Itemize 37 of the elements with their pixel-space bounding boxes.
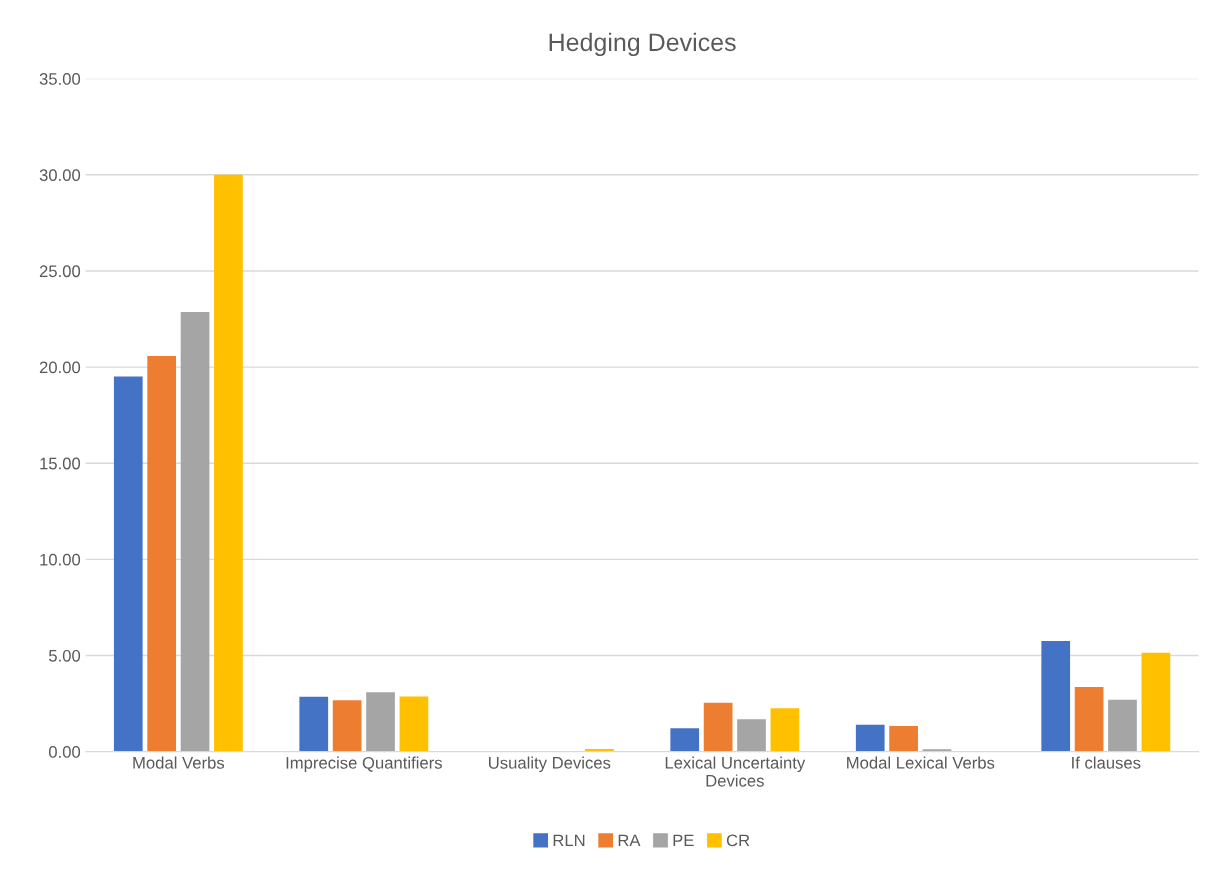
x-tick-label: Modal Lexical Verbs <box>847 756 995 769</box>
x-tick-label: Usuality Devices <box>489 756 611 773</box>
y-tick-label: 10.00 <box>40 553 81 566</box>
bar <box>1108 699 1137 752</box>
bar <box>147 355 177 752</box>
bar <box>855 724 885 752</box>
bar <box>889 726 918 752</box>
bar <box>1141 652 1171 752</box>
bar <box>770 708 800 752</box>
bar <box>366 692 395 752</box>
bar <box>180 312 210 752</box>
legend-label: PE <box>673 834 694 847</box>
y-tick-label: 25.00 <box>39 265 81 278</box>
legend-label: CR <box>726 834 750 847</box>
bar <box>332 700 362 752</box>
bar <box>1074 687 1104 752</box>
y-tick-label: 30.00 <box>39 169 81 181</box>
y-tick-label: 5.00 <box>48 649 81 662</box>
x-tick-label: Imprecise Quantifiers <box>286 756 442 773</box>
chart-title: Hedging Devices <box>549 32 736 57</box>
bar <box>670 728 700 752</box>
bar <box>214 174 243 752</box>
bar <box>703 702 733 752</box>
legend-label: RLN <box>553 834 585 847</box>
y-tick-label: 0.00 <box>48 746 81 758</box>
bar <box>299 696 329 752</box>
x-tick-label: Modal Verbs <box>133 756 225 769</box>
bar <box>113 376 143 752</box>
bar <box>399 696 429 752</box>
legend-label: RA <box>618 834 641 847</box>
y-tick-label: 35.00 <box>39 73 81 85</box>
bar <box>737 719 766 752</box>
x-tick-label: If clauses <box>1072 756 1141 769</box>
y-tick-label: 20.00 <box>39 361 81 374</box>
y-tick-label: 15.00 <box>40 457 81 470</box>
x-tick-label: Lexical Uncertainty Devices <box>665 756 806 787</box>
bar <box>1041 640 1071 752</box>
